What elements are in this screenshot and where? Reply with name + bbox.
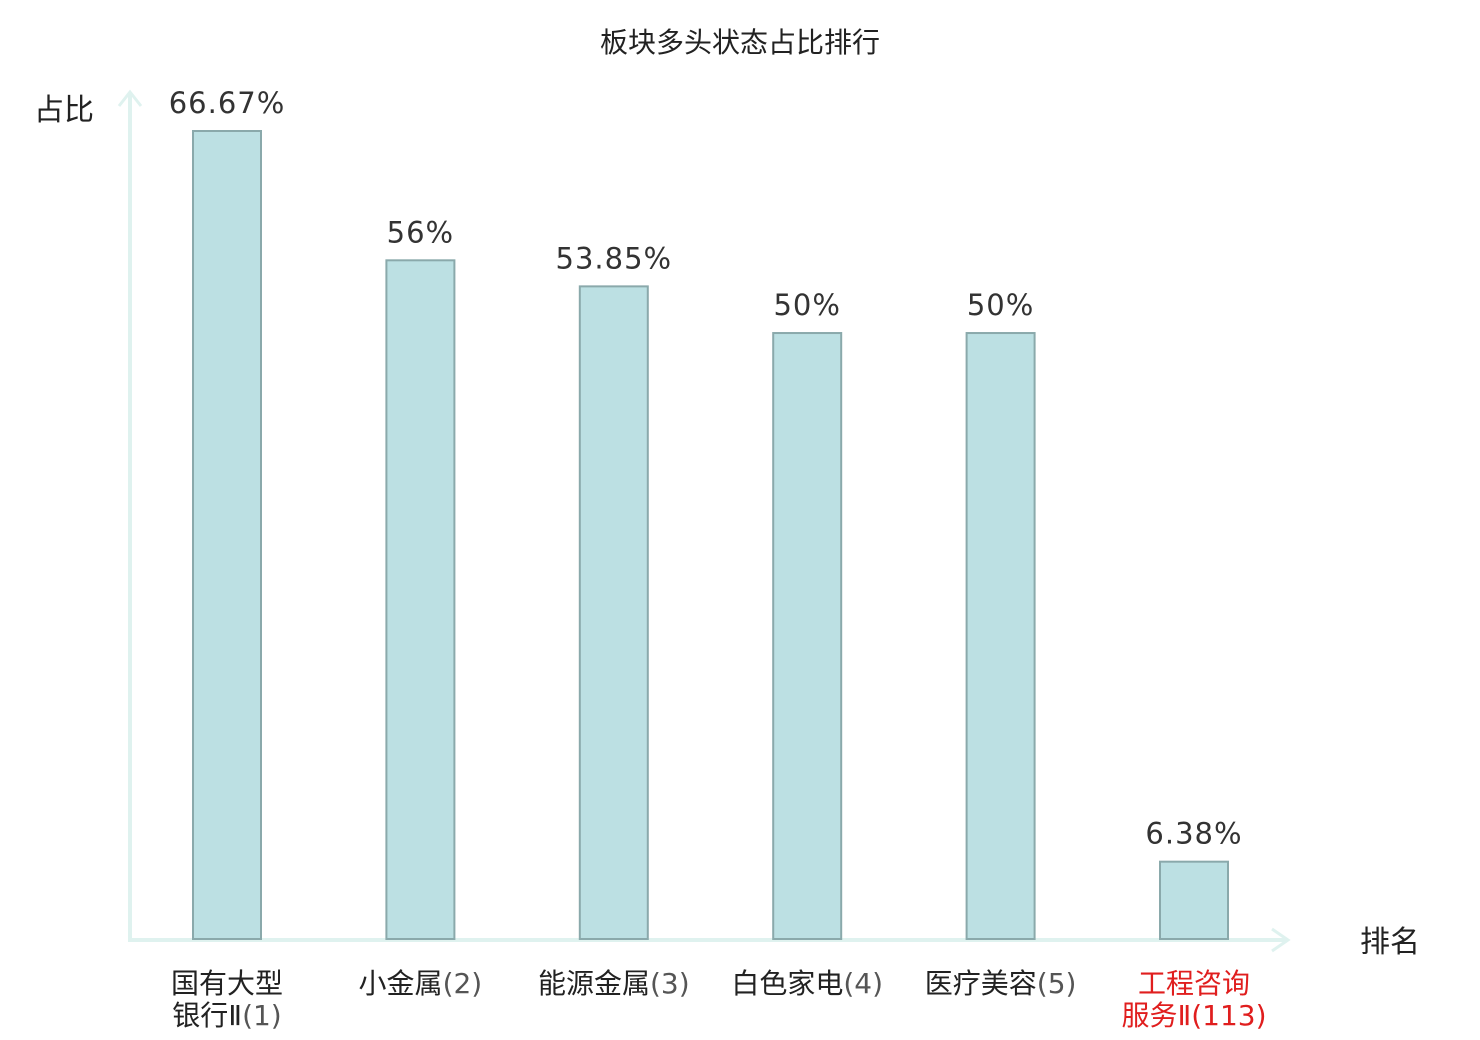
value-label-3: 53.85% xyxy=(556,241,673,275)
bar-4 xyxy=(772,332,843,941)
value-label-2: 56% xyxy=(387,215,454,249)
axes xyxy=(117,89,1291,953)
bar-5 xyxy=(965,332,1036,941)
bar-1 xyxy=(192,130,262,940)
category-label-5-line-1: 医疗美容(5) xyxy=(925,967,1077,1000)
bar-3 xyxy=(578,285,649,941)
value-label-1: 66.67% xyxy=(169,86,286,120)
bar-2 xyxy=(385,259,456,940)
category-label-6-line-1: 工程咨询 xyxy=(1138,967,1250,1000)
value-label-4: 50% xyxy=(773,288,840,322)
value-labels-group: 66.67% 56% 53.85% 50% 50% 6.38% xyxy=(169,86,1242,851)
bar-6 xyxy=(1159,860,1229,941)
y-axis-label: 占比 xyxy=(34,93,94,128)
chart-title: 板块多头状态占比排行 xyxy=(600,26,880,59)
category-label-1-line-1: 国有大型 xyxy=(171,967,283,1000)
x-axis-arrow-icon xyxy=(1271,927,1291,953)
bars-group xyxy=(192,130,1229,941)
y-axis-arrow-icon xyxy=(117,89,143,107)
value-label-6: 6.38% xyxy=(1145,817,1242,851)
category-label-2-line-1: 小金属(2) xyxy=(359,967,483,1000)
x-axis-label: 排名 xyxy=(1360,925,1420,960)
value-label-5: 50% xyxy=(967,288,1034,322)
category-label-4-line-1: 白色家电(4) xyxy=(731,967,883,1000)
category-label-1-line-2: 银行Ⅱ(1) xyxy=(172,999,281,1032)
category-label-3-line-1: 能源金属(3) xyxy=(538,967,690,1000)
category-label-6-line-2: 服务Ⅱ(113) xyxy=(1121,999,1266,1032)
